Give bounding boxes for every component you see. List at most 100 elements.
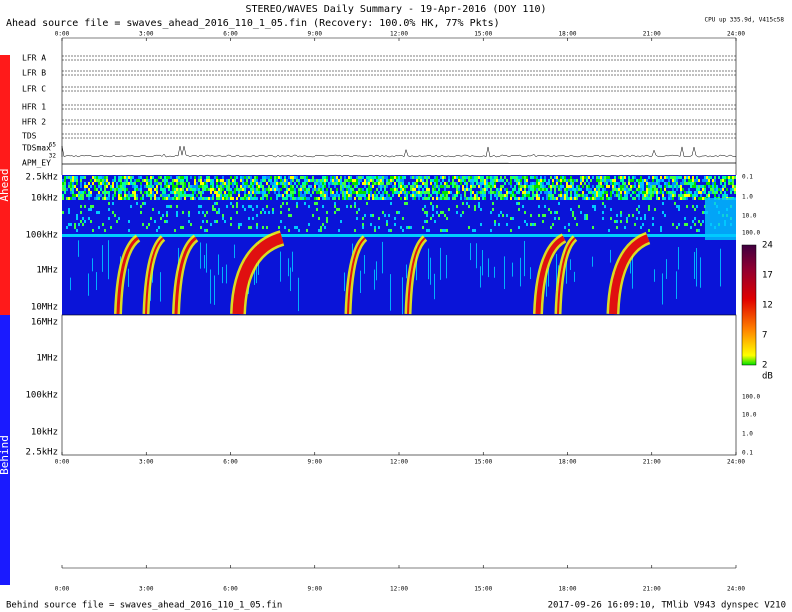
spec-cell (486, 179, 488, 182)
spec-cell (246, 194, 248, 197)
spec-cell (522, 197, 524, 200)
spec-cell (280, 179, 282, 182)
spec-cell (136, 197, 138, 200)
spec-cell (226, 197, 228, 200)
spec-cell (114, 188, 116, 191)
spec-cell (280, 211, 282, 214)
spec-streak (288, 258, 289, 277)
spec-cell (726, 176, 728, 179)
freq-label: 1MHz (36, 266, 58, 276)
spec-cell (602, 217, 604, 220)
spec-cell (722, 188, 724, 191)
spec-cell (498, 214, 500, 217)
spec-cell (538, 179, 540, 182)
spec-cell (94, 185, 96, 188)
spec-cell (200, 197, 202, 200)
spec-cell (212, 188, 214, 191)
time-tick-label: 3:00 (139, 586, 154, 593)
spec-cell (296, 179, 298, 182)
spec-cell (512, 176, 514, 179)
spec-streak (494, 266, 495, 278)
spec-cell (490, 182, 492, 185)
spec-cell (308, 223, 310, 226)
spec-cell (246, 179, 248, 182)
spec-cell (484, 179, 486, 182)
spec-cell (140, 211, 142, 214)
spec-cell (436, 179, 438, 182)
spec-cell (260, 191, 262, 194)
spec-cell (606, 179, 608, 182)
spec-cell (616, 188, 618, 191)
spec-cell (148, 194, 150, 197)
spec-cell (692, 176, 694, 179)
spec-cell (282, 197, 284, 200)
spec-cell (314, 182, 316, 185)
spec-cell (114, 179, 116, 182)
spec-cell (314, 197, 316, 200)
spec-cell (532, 185, 534, 188)
spec-cell (354, 197, 356, 200)
spec-cell (518, 182, 520, 185)
spec-cell (324, 194, 326, 197)
spec-cell (100, 188, 102, 191)
spec-cell (452, 176, 454, 179)
spec-cell (480, 176, 482, 179)
spec-cell (80, 191, 82, 194)
spec-cell (650, 191, 652, 194)
spec-cell (644, 194, 646, 197)
spec-cell (704, 176, 706, 179)
spec-cell (360, 194, 362, 197)
spec-cell (234, 182, 236, 185)
spec-cell (90, 205, 92, 208)
spec-cell (668, 191, 670, 194)
spec-cell (242, 188, 244, 191)
spec-cell (138, 188, 140, 191)
spec-cell (706, 179, 708, 182)
spec-cell (270, 179, 272, 182)
spec-cell (614, 182, 616, 185)
spec-cell (272, 211, 274, 214)
spec-cell (358, 176, 360, 179)
spec-cell (290, 176, 292, 179)
spec-cell (146, 185, 148, 188)
spec-cell (604, 179, 606, 182)
spec-cell (154, 194, 156, 197)
spec-cell (464, 188, 466, 191)
panel-label: LFR C (22, 85, 46, 94)
time-tick-label: 18:00 (558, 586, 576, 593)
spec-cell (468, 176, 470, 179)
spec-cell (680, 182, 682, 185)
spec-streak (402, 277, 403, 315)
spec-cell (660, 185, 662, 188)
spec-cell (126, 194, 128, 197)
spec-cell (230, 223, 232, 226)
spec-cell (350, 188, 352, 191)
spec-cell (572, 185, 574, 188)
spec-cell (248, 194, 250, 197)
spec-cell (402, 185, 404, 188)
spec-cell (610, 182, 612, 185)
spec-cell (724, 194, 726, 197)
spec-cell (642, 223, 644, 226)
spec-cell (644, 179, 646, 182)
spec-cell (68, 211, 70, 214)
spec-streak (524, 240, 525, 277)
spec-cell (116, 220, 118, 223)
behind-frame (61, 314, 737, 456)
spec-cell (188, 182, 190, 185)
spec-cell (378, 191, 380, 194)
spec-cell (336, 191, 338, 194)
spec-cell (612, 182, 614, 185)
spec-cell (452, 185, 454, 188)
spec-cell (542, 214, 544, 217)
spec-streak (666, 259, 667, 279)
spec-cell (182, 185, 184, 188)
spec-cell (672, 188, 674, 191)
spec-cell (544, 214, 546, 217)
spec-streak (700, 257, 701, 288)
spec-cell (104, 185, 106, 188)
spec-cell (298, 194, 300, 197)
spec-cell (494, 185, 496, 188)
spec-cell (678, 194, 680, 197)
spec-cell (116, 188, 118, 191)
